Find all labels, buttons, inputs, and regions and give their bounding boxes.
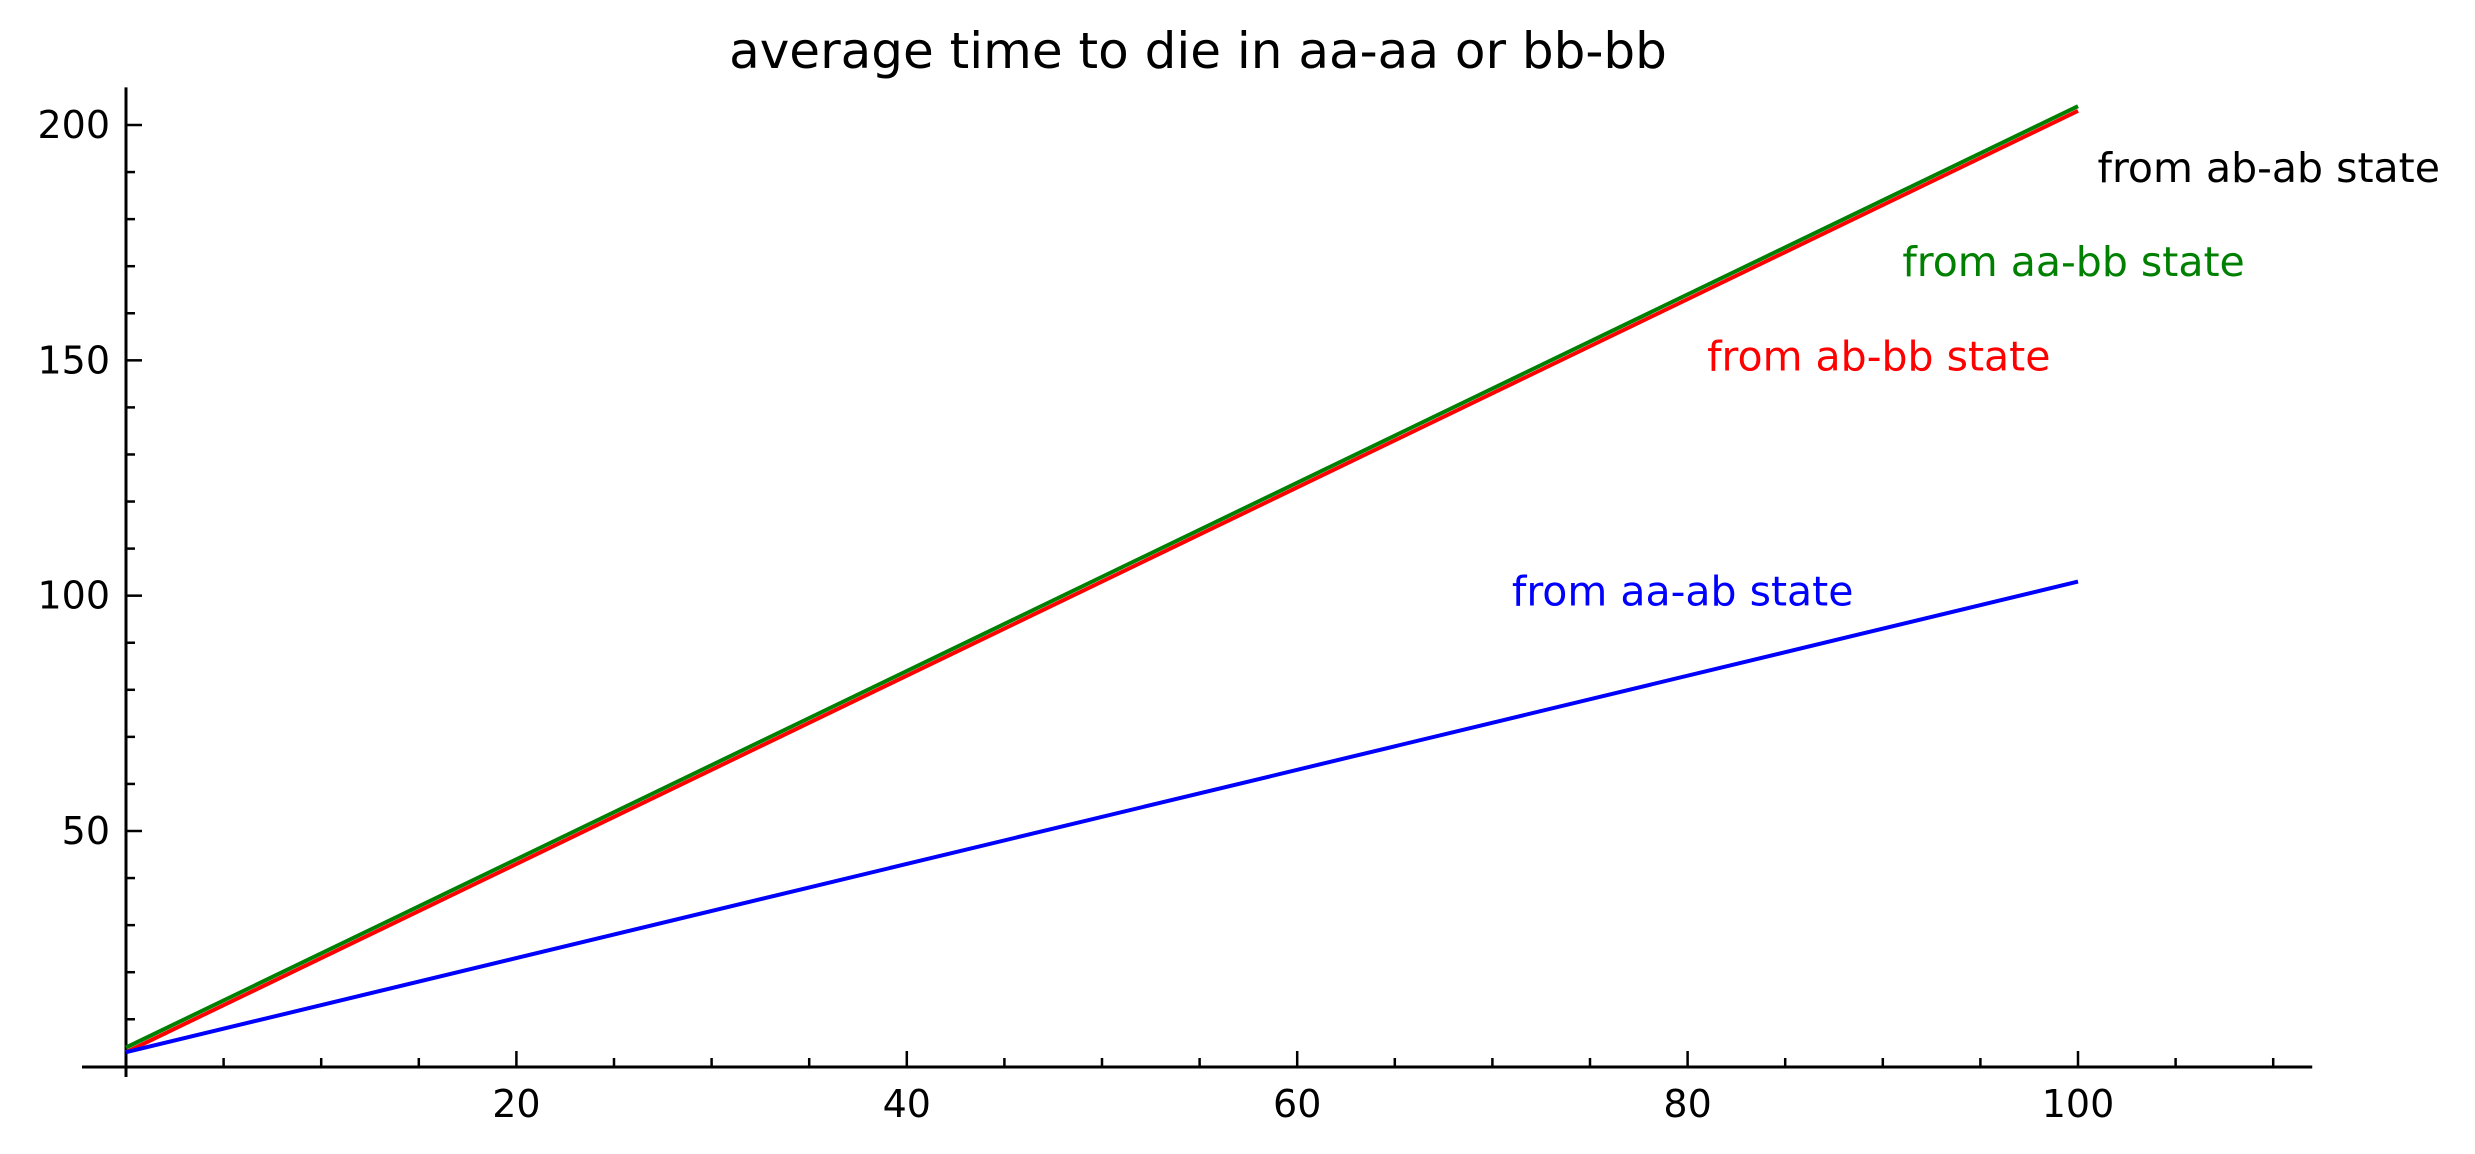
x-tick-label: 100 bbox=[2042, 1082, 2115, 1126]
plot-lines bbox=[125, 104, 2079, 1055]
x-tick-label: 60 bbox=[1273, 1082, 1321, 1126]
series-annotation: from aa-ab state bbox=[1512, 568, 1854, 616]
series-annotation: from ab-bb state bbox=[1707, 332, 2050, 380]
y-tick-label: 200 bbox=[37, 103, 110, 147]
x-tick-label: 80 bbox=[1663, 1082, 1711, 1126]
series-annotations: from ab-ab state from aa-bb state from ab-… bbox=[1512, 144, 2440, 616]
series-line bbox=[125, 579, 2079, 1055]
series-annotation: from ab-ab state bbox=[2098, 144, 2440, 192]
chart-title: average time to die in aa-aa or bb-bb bbox=[729, 22, 1667, 80]
series-annotation: from aa-bb state bbox=[1902, 238, 2244, 286]
x-tick-label: 20 bbox=[492, 1082, 540, 1126]
axes: 20 40 60 80 100 50 100 150 200 bbox=[37, 87, 2313, 1126]
series-line bbox=[125, 109, 2079, 1055]
series-line bbox=[125, 104, 2079, 1050]
y-tick-label: 50 bbox=[62, 809, 110, 853]
y-tick-label: 150 bbox=[37, 338, 110, 382]
y-tick-label: 100 bbox=[37, 574, 110, 618]
x-tick-label: 40 bbox=[883, 1082, 931, 1126]
